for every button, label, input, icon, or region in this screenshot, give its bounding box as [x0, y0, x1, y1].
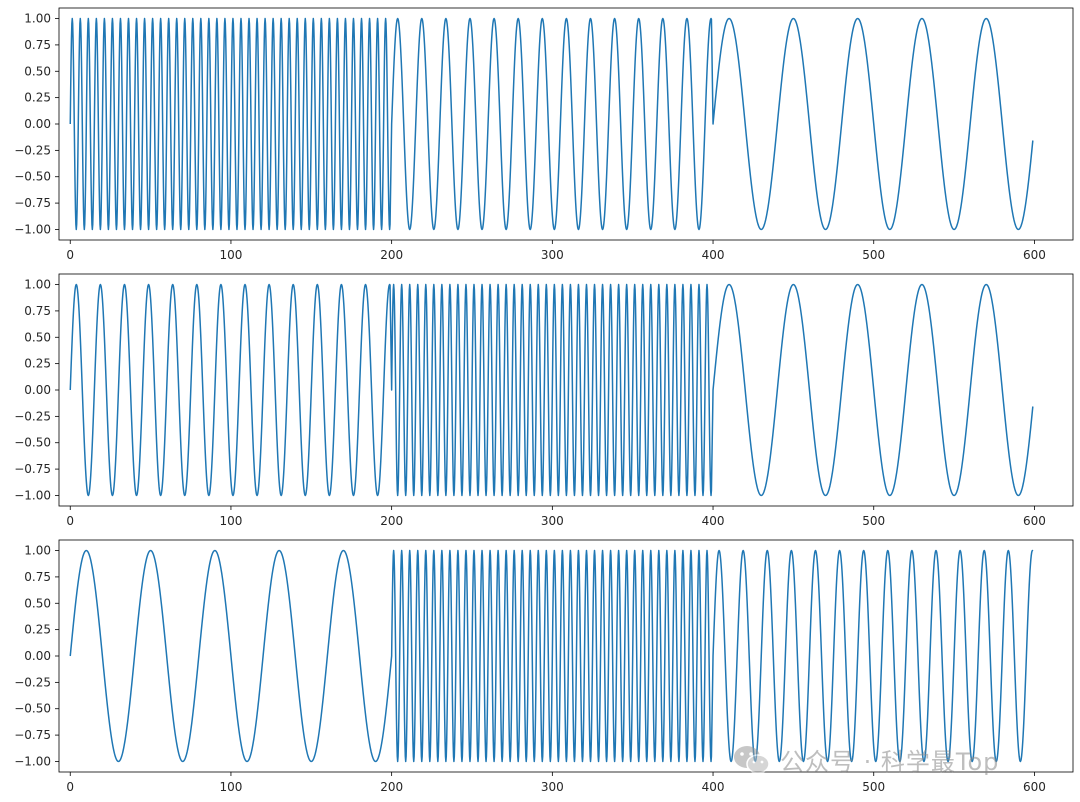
- x-tick-label: 100: [219, 780, 242, 794]
- y-tick-label: −0.25: [14, 675, 51, 689]
- y-tick-label: −0.75: [14, 462, 51, 476]
- y-tick-label: 0.25: [24, 623, 51, 637]
- series-line: [69, 17, 1034, 231]
- y-tick-label: 1.00: [24, 278, 51, 292]
- y-tick-label: −0.75: [14, 196, 51, 210]
- y-tick-label: −1.00: [14, 754, 51, 768]
- y-tick-label: 0.00: [24, 649, 51, 663]
- x-tick-label: 0: [66, 248, 74, 262]
- y-tick-label: −0.50: [14, 170, 51, 184]
- x-tick-label: 300: [541, 514, 564, 528]
- watermark: 公众号 · 科学最Top: [732, 742, 999, 777]
- x-tick-label: 400: [702, 780, 725, 794]
- series-line: [69, 283, 1034, 497]
- x-tick-label: 600: [1023, 780, 1046, 794]
- y-tick-label: 0.75: [24, 304, 51, 318]
- y-tick-label: 0.00: [24, 383, 51, 397]
- y-tick-label: 0.00: [24, 117, 51, 131]
- x-tick-label: 500: [862, 514, 885, 528]
- y-tick-label: −1.00: [14, 488, 51, 502]
- wechat-icon: [734, 745, 770, 774]
- x-tick-label: 200: [380, 780, 403, 794]
- x-tick-label: 300: [541, 248, 564, 262]
- watermark-text: 公众号 · 科学最Top: [780, 748, 1000, 776]
- y-tick-label: −0.75: [14, 728, 51, 742]
- x-tick-label: 300: [541, 780, 564, 794]
- x-tick-label: 400: [702, 248, 725, 262]
- x-tick-label: 200: [380, 514, 403, 528]
- x-tick-label: 500: [862, 780, 885, 794]
- subplot-2: 1.00 0.75 0.50 0.25 0.00 −0.25 −0.50 −0.75 −1.00…: [14, 273, 1074, 528]
- y-tick-label: 0.50: [24, 596, 51, 610]
- x-tick-label: 400: [702, 514, 725, 528]
- y-tick-label: 0.25: [24, 357, 51, 371]
- y-tick-label: −1.00: [14, 222, 51, 236]
- subplot-3: 1.00 0.75 0.50 0.25 0.00 −0.25 −0.50 −0.75 −1.00…: [14, 539, 1074, 794]
- y-tick-label: 1.00: [24, 544, 51, 558]
- y-tick-label: 0.75: [24, 38, 51, 52]
- y-tick-label: −0.50: [14, 702, 51, 716]
- y-tick-label: 0.50: [24, 330, 51, 344]
- y-tick-label: −0.25: [14, 143, 51, 157]
- y-tick-label: 0.50: [24, 64, 51, 78]
- y-tick-label: −0.25: [14, 409, 51, 423]
- x-tick-label: 200: [380, 248, 403, 262]
- series-line: [69, 549, 1034, 763]
- x-tick-label: 100: [219, 248, 242, 262]
- x-tick-label: 600: [1023, 514, 1046, 528]
- y-tick-label: −0.50: [14, 436, 51, 450]
- y-tick-label: 0.25: [24, 91, 51, 105]
- x-tick-label: 600: [1023, 248, 1046, 262]
- x-tick-label: 100: [219, 514, 242, 528]
- x-tick-label: 500: [862, 248, 885, 262]
- y-tick-label: 1.00: [24, 12, 51, 26]
- y-tick-label: 0.75: [24, 570, 51, 584]
- x-tick-label: 0: [66, 780, 74, 794]
- x-tick-label: 0: [66, 514, 74, 528]
- subplot-1: 1.00 0.75 0.50 0.25 0.00 −0.25 −0.50 −0.75 −1.00…: [14, 7, 1074, 262]
